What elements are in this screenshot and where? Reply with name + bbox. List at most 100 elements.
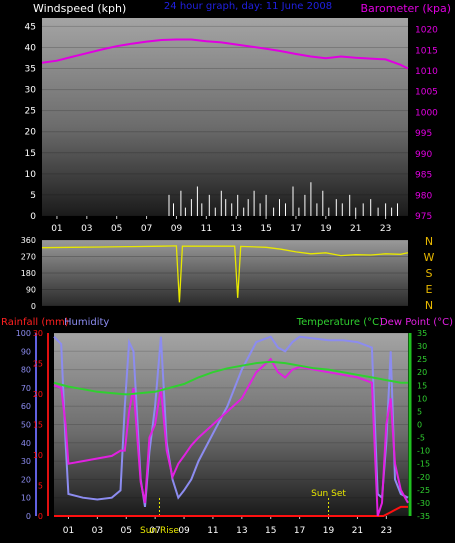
rainfall-tick-label: 20 — [33, 390, 43, 399]
barometer-tick-label: 980 — [415, 191, 432, 201]
compass-label: W — [424, 251, 435, 264]
temperature-tick-label: 15 — [417, 381, 427, 390]
barometer-tick-label: 990 — [415, 150, 432, 160]
temperature-tick-label: 0 — [417, 421, 422, 430]
x-tick-label: 21 — [352, 526, 363, 536]
rainfall-series — [54, 505, 408, 517]
x-tick-label: 17 — [290, 224, 301, 234]
rainfall-tick-label: 25 — [33, 360, 43, 369]
windspeed-tick-label: 20 — [25, 128, 37, 138]
humidity-tick-label: 70 — [21, 384, 31, 393]
rainfall-tick-label: 30 — [33, 329, 43, 338]
compass-label: S — [426, 267, 433, 280]
windspeed-tick-label: 5 — [30, 191, 36, 201]
direction-tick-label: 360 — [21, 236, 36, 245]
humidity-tick-label: 20 — [21, 475, 31, 484]
barometer-axis-label: Barometer (kpa) — [360, 2, 451, 15]
x-tick-label: 21 — [350, 224, 361, 234]
wind-direction-plot-area — [42, 240, 408, 306]
windspeed-series — [168, 182, 398, 216]
direction-tick-label: 180 — [21, 269, 36, 278]
windspeed-tick-label: 0 — [30, 212, 36, 222]
barometer-tick-label: 1020 — [415, 26, 438, 36]
windspeed-tick-label: 45 — [25, 22, 36, 32]
x-tick-label: 23 — [380, 224, 391, 234]
x-tick-label: 11 — [207, 526, 218, 536]
x-tick-label: 17 — [294, 526, 305, 536]
x-tick-label: 19 — [323, 526, 335, 536]
temperature-tick-label: 5 — [417, 407, 422, 416]
rainfall-axis-label: Rainfall (mm) — [1, 317, 69, 328]
x-tick-label: 01 — [51, 224, 62, 234]
direction-tick-label: 0 — [31, 302, 36, 311]
temperature-tick-label: 35 — [417, 329, 427, 338]
temperature-tick-label: 20 — [417, 368, 427, 377]
temperature-series — [53, 360, 408, 396]
x-tick-label: 13 — [236, 526, 247, 536]
x-tick-label: 05 — [111, 224, 122, 234]
temperature-tick-label: -10 — [417, 447, 430, 456]
humidity-tick-label: 0 — [26, 512, 31, 521]
direction-tick-label: 270 — [21, 253, 36, 262]
windspeed-tick-label: 15 — [25, 149, 36, 159]
barometer-tick-label: 985 — [415, 171, 432, 181]
temperature-axis-label: Temperature (°C) — [296, 317, 383, 328]
x-tick-label: 07 — [141, 224, 152, 234]
rainfall-tick-label: 15 — [33, 421, 43, 430]
humidity-tick-label: 80 — [21, 366, 31, 375]
rainfall-tick-label: 0 — [38, 512, 43, 521]
humidity-tick-label: 50 — [21, 421, 31, 430]
x-tick-label: 11 — [201, 224, 212, 234]
windspeed-axis-label: Windspeed (kph) — [33, 2, 126, 15]
temperature-tick-label: -30 — [417, 499, 430, 508]
windspeed-tick-label: 10 — [25, 170, 37, 180]
dew-point-series — [53, 357, 409, 517]
x-tick-label: 15 — [265, 526, 276, 536]
compass-label: E — [426, 283, 433, 296]
temperature-tick-label: 30 — [417, 342, 427, 351]
wind-direction-series — [41, 245, 409, 303]
graph-subtitle: 24 hour graph, day: 11 June 2008 — [164, 1, 332, 12]
windspeed-tick-label: 30 — [25, 86, 37, 96]
x-tick-label: 03 — [81, 224, 92, 234]
x-tick-label: 15 — [260, 224, 271, 234]
wind-barometer-panel: Windspeed (kph) 24 hour graph, day: 11 J… — [25, 1, 451, 234]
direction-tick-label: 90 — [26, 286, 36, 295]
temp-humidity-panel: Rainfall (mm) Humidity Temperature (°C) … — [1, 317, 453, 536]
x-tick-label: 05 — [121, 526, 132, 536]
humidity-series — [53, 335, 409, 508]
x-tick-label: 19 — [320, 224, 332, 234]
humidity-tick-label: 40 — [21, 439, 31, 448]
barometer-tick-label: 995 — [415, 129, 432, 139]
dew-point-axis-label: Dew Point (°C) — [380, 317, 453, 328]
rainfall-tick-label: 5 — [38, 482, 43, 491]
humidity-tick-label: 60 — [21, 402, 31, 411]
temperature-tick-label: -5 — [417, 434, 425, 443]
x-tick-label: 03 — [92, 526, 103, 536]
temperature-tick-label: -15 — [417, 460, 430, 469]
event-label: Sun Set — [311, 489, 346, 499]
x-tick-label: 23 — [381, 526, 392, 536]
x-tick-label: 13 — [230, 224, 241, 234]
temperature-tick-label: 25 — [417, 355, 427, 364]
compass-label: N — [425, 235, 433, 248]
windspeed-tick-label: 40 — [25, 43, 37, 53]
temperature-tick-label: -25 — [417, 486, 430, 495]
wind-plot-area — [42, 18, 408, 216]
windspeed-tick-label: 35 — [25, 65, 36, 75]
barometer-tick-label: 1010 — [415, 67, 438, 77]
temperature-tick-label: -20 — [417, 473, 430, 482]
x-tick-label: 09 — [178, 526, 190, 536]
temperature-tick-label: -35 — [417, 512, 430, 521]
barometer-tick-label: 1015 — [415, 46, 438, 56]
temperature-tick-label: 10 — [417, 394, 427, 403]
barometer-tick-label: 1005 — [415, 88, 438, 98]
humidity-tick-label: 90 — [21, 347, 31, 356]
humidity-tick-label: 10 — [21, 494, 31, 503]
barometer-series — [41, 38, 409, 70]
x-tick-label: 07 — [149, 526, 160, 536]
windspeed-tick-label: 25 — [25, 107, 36, 117]
humidity-axis-label: Humidity — [64, 317, 109, 328]
